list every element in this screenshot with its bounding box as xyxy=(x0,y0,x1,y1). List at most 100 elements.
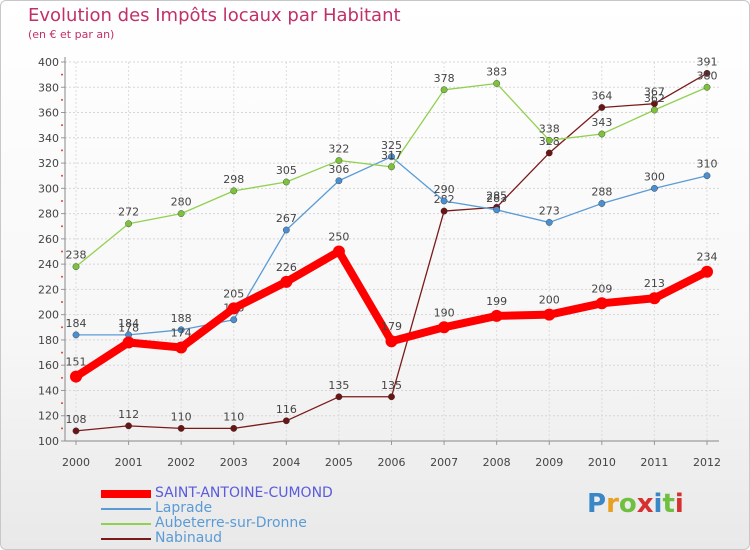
y-minor-tick xyxy=(61,326,63,329)
data-point xyxy=(335,393,343,401)
data-label: 234 xyxy=(697,251,718,264)
x-tick-label: 2012 xyxy=(693,456,721,469)
x-tick-label: 2008 xyxy=(483,456,511,469)
y-tick-label: 220 xyxy=(38,283,59,296)
data-label: 300 xyxy=(644,170,665,183)
legend-swatch xyxy=(101,523,151,525)
data-label: 383 xyxy=(486,65,507,78)
data-point xyxy=(227,302,240,315)
data-point xyxy=(175,341,188,354)
y-minor-tick xyxy=(61,149,63,152)
data-point xyxy=(701,265,713,278)
data-label: 283 xyxy=(486,192,507,205)
y-tick-label: 180 xyxy=(38,334,59,347)
data-point xyxy=(282,178,290,186)
data-label: 364 xyxy=(591,89,612,102)
data-label: 378 xyxy=(434,72,455,85)
data-label: 298 xyxy=(223,173,244,186)
x-tick-label: 2007 xyxy=(430,456,458,469)
data-point xyxy=(493,206,501,214)
data-point xyxy=(388,163,395,171)
data-point xyxy=(72,331,80,339)
y-tick-label: 380 xyxy=(38,81,59,94)
x-tick-label: 2002 xyxy=(167,456,195,469)
y-tick-label: 240 xyxy=(38,258,59,271)
y-tick-label: 280 xyxy=(38,208,59,221)
data-point xyxy=(230,316,238,324)
y-tick-label: 120 xyxy=(38,410,59,423)
data-label: 184 xyxy=(66,317,87,330)
x-tick-label: 2004 xyxy=(272,456,300,469)
data-label: 188 xyxy=(171,312,192,325)
y-tick-label: 140 xyxy=(38,384,59,397)
y-tick-label: 100 xyxy=(38,435,59,448)
data-label: 310 xyxy=(697,158,718,171)
logo-letter: t xyxy=(662,489,675,519)
data-point xyxy=(493,80,501,87)
y-minor-tick xyxy=(61,275,63,278)
y-minor-tick xyxy=(61,301,63,304)
logo-letter: o xyxy=(618,489,637,519)
data-label: 151 xyxy=(66,356,87,369)
y-minor-tick xyxy=(61,402,63,405)
data-point xyxy=(122,336,135,349)
y-tick-label: 260 xyxy=(38,233,59,246)
data-point xyxy=(125,220,132,228)
data-label: 178 xyxy=(118,321,139,334)
data-point xyxy=(335,157,343,164)
data-point xyxy=(703,69,711,77)
data-point xyxy=(651,184,658,192)
data-label: 267 xyxy=(276,212,297,225)
data-point xyxy=(543,308,556,321)
data-label: 380 xyxy=(697,69,718,82)
x-tick-label: 2010 xyxy=(588,456,616,469)
data-label: 209 xyxy=(591,282,612,295)
data-label: 338 xyxy=(539,122,560,135)
series-saint-antoine-cumond: 151 178 174 205 226 250 179 190 199 200 209 213 234 xyxy=(66,231,718,383)
data-label: 199 xyxy=(486,295,507,308)
data-point xyxy=(703,172,711,180)
data-label: 184 xyxy=(118,317,139,330)
data-label: 174 xyxy=(171,327,192,340)
x-tick-label: 2005 xyxy=(325,456,353,469)
data-label: 306 xyxy=(328,163,349,176)
data-point xyxy=(125,422,132,430)
data-point xyxy=(177,424,185,432)
logo-letter: i xyxy=(653,489,663,519)
legend-label: Nabinaud xyxy=(155,530,223,546)
legend-label: Aubeterre-sur-Dronne xyxy=(155,515,307,531)
data-point xyxy=(490,309,503,322)
y-minor-tick xyxy=(61,98,63,101)
y-minor-tick xyxy=(61,250,63,253)
data-point xyxy=(230,424,238,432)
y-minor-tick xyxy=(61,124,63,127)
x-tick-label: 2003 xyxy=(220,456,248,469)
y-minor-tick xyxy=(61,427,63,430)
y-minor-tick xyxy=(61,174,63,177)
data-label: 272 xyxy=(118,206,139,219)
data-point xyxy=(440,197,448,205)
data-point xyxy=(70,370,82,383)
data-point xyxy=(335,177,343,185)
chart-subtitle: (en € et par an) xyxy=(28,28,115,41)
legend-swatch xyxy=(101,538,151,540)
data-point xyxy=(177,326,185,334)
y-tick-label: 360 xyxy=(38,107,59,120)
data-point xyxy=(651,106,658,114)
data-point xyxy=(545,149,553,157)
x-tick-label: 2006 xyxy=(378,456,406,469)
data-label: 317 xyxy=(381,149,402,162)
data-label: 343 xyxy=(591,116,612,129)
data-point xyxy=(595,297,608,310)
chart-title: Evolution des Impôts locaux par Habitant xyxy=(28,5,401,26)
logo-letter: x xyxy=(636,489,654,519)
data-point xyxy=(282,226,290,234)
data-label: 273 xyxy=(539,204,560,217)
data-point xyxy=(72,263,80,271)
data-label: 205 xyxy=(223,287,244,300)
series-aubeterre-sur-dronne: 238 272 280 298 305 322 317 378 383 338 343 362 380 xyxy=(66,65,718,271)
logo-letter: P xyxy=(587,489,607,519)
data-label: 190 xyxy=(434,306,455,319)
legend-label: Laprade xyxy=(155,500,213,516)
